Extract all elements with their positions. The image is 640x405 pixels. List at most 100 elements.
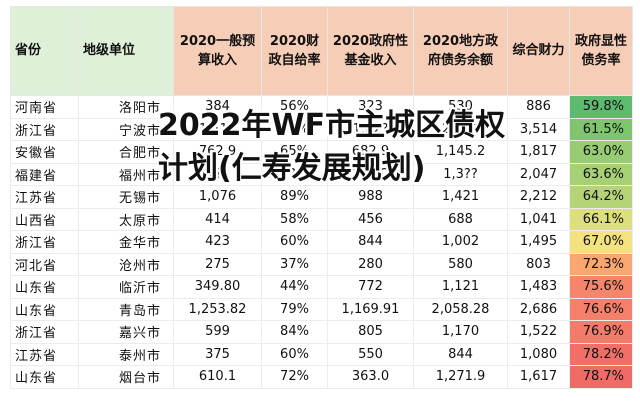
self-sufficiency-cell: 58%: [261, 207, 328, 231]
province-cell: 河南省: [10, 95, 79, 119]
table-row: 安徽省 合肥市 762.9 65% 682.9 1,145.2 1,817 63.0%: [10, 140, 633, 164]
city-cell: 嘉兴市: [78, 320, 174, 344]
debt-balance-cell: 1,170: [413, 320, 508, 344]
self-sufficiency-cell: 84%: [261, 320, 328, 344]
province-cell: 浙江省: [10, 320, 79, 344]
fund-income-cell: 323: [327, 95, 414, 119]
table-row: 山西省 太原市 414 58% 456 688 1,041 66.1%: [10, 207, 633, 231]
self-sufficiency-cell: 60%: [261, 342, 328, 366]
budget-income-cell: 275: [173, 252, 262, 276]
total-finance-cell: 1,483: [507, 275, 570, 299]
fund-income-cell: 280: [327, 252, 414, 276]
total-finance-cell: 1,617: [507, 365, 570, 389]
table-row: 江苏省 无锡市 1,076 89% 988 1,421 2,212 64.2%: [10, 185, 633, 209]
table-row: 山东省 临沂市 349.80 44% 772 1,121 1,483 75.6%: [10, 275, 633, 299]
header-city: 地级单位: [78, 6, 174, 96]
header-budget-income: 2020一般预算收入: [173, 6, 262, 96]
fund-income-cell: 1,169.91: [327, 297, 414, 321]
province-cell: 安徽省: [10, 140, 79, 164]
fund-income-cell: 1,82?: [327, 117, 414, 141]
debt-ratio-cell: 75.6%: [569, 275, 633, 299]
table-row: 福建省 福州市 7?? 7?% 1,312 1,3?? 2,047 63.6%: [10, 162, 633, 186]
self-sufficiency-cell: 44%: [261, 275, 328, 299]
table-row: 山东省 烟台市 610.1 72% 363.0 1,271.9 1,617 78.7%: [10, 365, 633, 389]
debt-balance-cell: 1,002: [413, 230, 508, 254]
debt-ratio-cell: 76.6%: [569, 297, 633, 321]
city-cell: 临沂市: [78, 275, 174, 299]
city-cell: 宁波市: [78, 117, 174, 141]
fiscal-debt-table: 省份 地级单位 2020一般预算收入 2020财政自给率 2020政府性基金收入…: [10, 6, 633, 389]
budget-income-cell: 1,411: [173, 117, 262, 141]
city-cell: 青岛市: [78, 297, 174, 321]
debt-balance-cell: 1,271.9: [413, 365, 508, 389]
budget-income-cell: 349.80: [173, 275, 262, 299]
debt-balance-cell: 1,145.2: [413, 140, 508, 164]
total-finance-cell: 1,522: [507, 320, 570, 344]
debt-balance-cell: 844: [413, 342, 508, 366]
total-finance-cell: 2,047: [507, 162, 570, 186]
header-total-finance: 综合财力: [507, 6, 570, 96]
province-cell: 山东省: [10, 297, 79, 321]
self-sufficiency-cell: 89%: [261, 185, 328, 209]
self-sufficiency-cell: 79%: [261, 297, 328, 321]
budget-income-cell: 423: [173, 230, 262, 254]
city-cell: 合肥市: [78, 140, 174, 164]
province-cell: 浙江省: [10, 230, 79, 254]
debt-ratio-cell: 61.5%: [569, 117, 633, 141]
province-cell: 山东省: [10, 275, 79, 299]
table-header: 省份 地级单位 2020一般预算收入 2020财政自给率 2020政府性基金收入…: [10, 6, 633, 96]
table-row: 山东省 青岛市 1,253.82 79% 1,169.91 2,058.28 2,686 76…: [10, 297, 633, 321]
debt-ratio-cell: 59.8%: [569, 95, 633, 119]
self-sufficiency-cell: 72%: [261, 365, 328, 389]
debt-balance-cell: 1,121: [413, 275, 508, 299]
table-body: 河南省 洛阳市 384 56% 323 530 886 59.8% 浙江省 宁波市 1,411 87%…: [10, 95, 633, 389]
header-debt-balance: 2020地方政府债务余额: [413, 6, 508, 96]
city-cell: 金华市: [78, 230, 174, 254]
debt-ratio-cell: 67.0%: [569, 230, 633, 254]
budget-income-cell: 375: [173, 342, 262, 366]
province-cell: 江苏省: [10, 342, 79, 366]
city-cell: 太原市: [78, 207, 174, 231]
total-finance-cell: 3,514: [507, 117, 570, 141]
debt-ratio-cell: 64.2%: [569, 185, 633, 209]
header-self-sufficiency: 2020财政自给率: [261, 6, 328, 96]
header-row: 省份 地级单位 2020一般预算收入 2020财政自给率 2020政府性基金收入…: [10, 6, 633, 96]
debt-balance-cell: 688: [413, 207, 508, 231]
debt-ratio-cell: 63.0%: [569, 140, 633, 164]
table-row: 浙江省 嘉兴市 599 84% 805 1,170 1,522 76.9%: [10, 320, 633, 344]
fund-income-cell: 1,312: [327, 162, 414, 186]
debt-ratio-cell: 76.9%: [569, 320, 633, 344]
table-row: 河北省 沧州市 275 37% 280 580 803 72.3%: [10, 252, 633, 276]
city-cell: 烟台市: [78, 365, 174, 389]
table-row: 河南省 洛阳市 384 56% 323 530 886 59.8%: [10, 95, 633, 119]
debt-balance-cell: 580: [413, 252, 508, 276]
budget-income-cell: 414: [173, 207, 262, 231]
fund-income-cell: 456: [327, 207, 414, 231]
budget-income-cell: 762.9: [173, 140, 262, 164]
debt-ratio-cell: 78.7%: [569, 365, 633, 389]
debt-ratio-cell: 72.3%: [569, 252, 633, 276]
province-cell: 山西省: [10, 207, 79, 231]
fund-income-cell: 363.0: [327, 365, 414, 389]
header-fund-income: 2020政府性基金收入: [327, 6, 414, 96]
self-sufficiency-cell: 60%: [261, 230, 328, 254]
self-sufficiency-cell: 65%: [261, 140, 328, 164]
budget-income-cell: 599: [173, 320, 262, 344]
table-row: 浙江省 宁波市 1,411 87% 1,82? 2,161 3,514 61.5%: [10, 117, 633, 141]
fund-income-cell: 844: [327, 230, 414, 254]
fund-income-cell: 550: [327, 342, 414, 366]
overlay-title: 2022年WF市主城区债权计划(仁寿发展规划): [158, 108, 506, 186]
fund-income-cell: 805: [327, 320, 414, 344]
total-finance-cell: 2,212: [507, 185, 570, 209]
budget-income-cell: 1,076: [173, 185, 262, 209]
debt-ratio-cell: 63.6%: [569, 162, 633, 186]
budget-income-cell: 1,253.82: [173, 297, 262, 321]
city-cell: 福州市: [78, 162, 174, 186]
city-cell: 沧州市: [78, 252, 174, 276]
budget-income-cell: 610.1: [173, 365, 262, 389]
fund-income-cell: 772: [327, 275, 414, 299]
total-finance-cell: 1,041: [507, 207, 570, 231]
debt-balance-cell: 1,421: [413, 185, 508, 209]
total-finance-cell: 2,686: [507, 297, 570, 321]
